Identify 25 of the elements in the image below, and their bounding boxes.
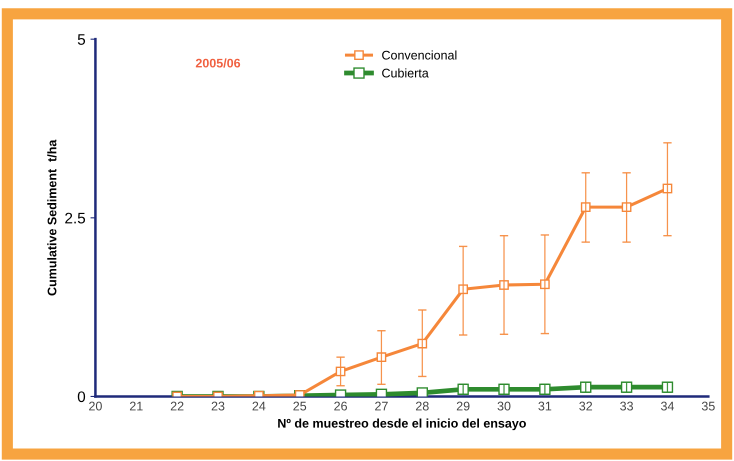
x-axis-title: Nº de muestreo desde el inicio del ensayo [278,418,526,430]
x-tick-label: 26 [334,402,347,411]
x-tick-label: 30 [498,402,510,411]
x-tick-label: 24 [252,402,266,410]
annotation: 2005/06 [196,58,240,68]
y-tick-label: 5 [78,34,86,45]
x-tick-label: 25 [293,402,306,411]
x-tick-label: 21 [130,402,143,410]
x-tick-label: 23 [212,402,224,411]
x-tick-label: 22 [170,402,184,410]
x-tick-label: 27 [375,402,388,410]
y-tick-label: 2.5 [65,212,86,224]
x-tick-label: 33 [620,402,633,411]
x-tick-label: 34 [660,402,674,411]
x-tick-label: 20 [89,402,102,411]
y-tick-label: 0 [78,391,86,402]
x-tick-label: 32 [579,402,592,411]
point [416,387,428,396]
x-tick-label: 35 [702,402,715,411]
legend-label: Cubierta [382,68,429,78]
x-tick-label: 28 [416,402,429,411]
y-axis-title: Cumulative Sediment t/ha [47,140,57,296]
x-tick-label: 31 [538,402,552,411]
legend-label: Convencional [382,50,456,60]
x-tick-label: 29 [456,402,470,411]
